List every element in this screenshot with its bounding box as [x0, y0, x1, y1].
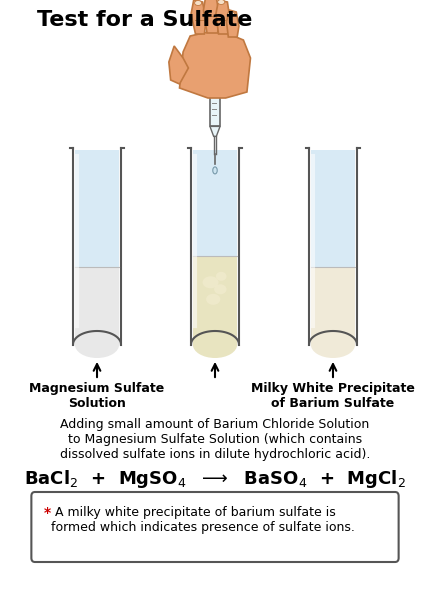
FancyBboxPatch shape [210, 74, 220, 127]
Ellipse shape [203, 276, 218, 289]
FancyBboxPatch shape [311, 150, 355, 267]
Ellipse shape [218, 0, 225, 4]
Polygon shape [227, 10, 239, 37]
Polygon shape [203, 0, 219, 33]
Polygon shape [169, 46, 188, 84]
FancyBboxPatch shape [311, 267, 355, 344]
FancyBboxPatch shape [75, 150, 119, 267]
Text: Test for a Sulfate: Test for a Sulfate [37, 10, 252, 30]
Text: *: * [44, 506, 51, 520]
Polygon shape [210, 127, 220, 136]
Text: Magnesium Sulfate
Solution: Magnesium Sulfate Solution [29, 382, 165, 410]
Ellipse shape [213, 167, 217, 174]
Polygon shape [191, 0, 206, 34]
Ellipse shape [227, 11, 234, 16]
Ellipse shape [195, 1, 202, 5]
Text: A milky white precipitate of barium sulfate is
formed which indicates presence o: A milky white precipitate of barium sulf… [51, 506, 355, 534]
Text: Milky White Precipitate
of Barium Sulfate: Milky White Precipitate of Barium Sulfat… [251, 382, 415, 410]
Polygon shape [216, 0, 230, 34]
Text: BaCl$_2$  +  MgSO$_4$  $\longrightarrow$  BaSO$_4$  +  MgCl$_2$: BaCl$_2$ + MgSO$_4$ $\longrightarrow$ Ba… [24, 468, 406, 490]
Ellipse shape [193, 331, 237, 358]
FancyBboxPatch shape [193, 256, 237, 344]
Ellipse shape [75, 331, 119, 358]
FancyBboxPatch shape [31, 492, 399, 562]
FancyBboxPatch shape [193, 150, 237, 256]
Ellipse shape [208, 57, 222, 81]
FancyBboxPatch shape [75, 267, 119, 344]
Ellipse shape [216, 272, 227, 281]
Ellipse shape [206, 294, 220, 305]
Text: Adding small amount of Barium Chloride Solution
to Magnesium Sulfate Solution (w: Adding small amount of Barium Chloride S… [60, 418, 370, 461]
Polygon shape [179, 32, 251, 98]
Ellipse shape [311, 331, 355, 358]
Ellipse shape [214, 284, 227, 294]
